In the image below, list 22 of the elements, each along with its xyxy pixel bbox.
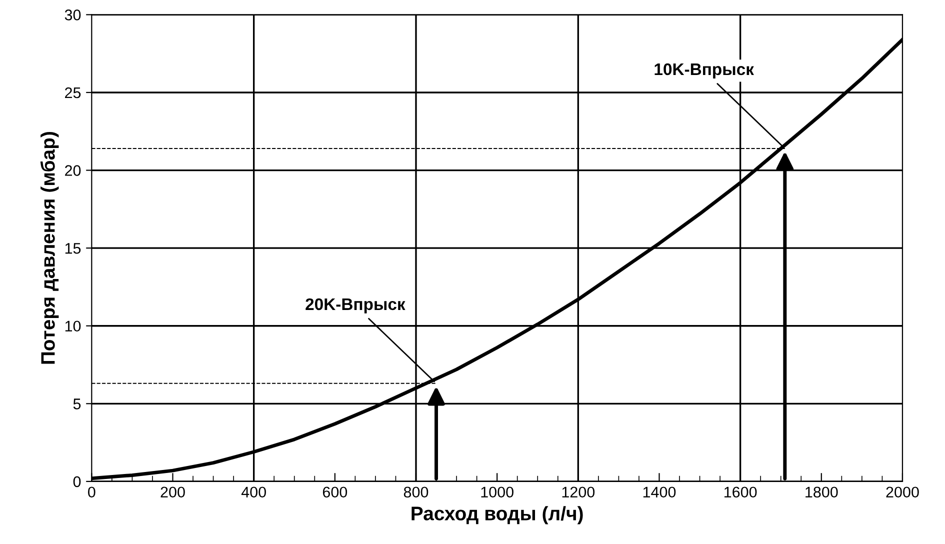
y-tick-label: 30 [64,10,81,20]
y-tick-label: 15 [65,243,81,254]
y-tick-label: 25 [65,87,81,98]
y-tick-label: 20 [65,165,81,176]
x-tick-label: 600 [322,486,348,498]
x-tick-label: 800 [404,486,428,498]
x-tick-label: 1800 [806,486,838,498]
annotation: 20K-Впрыск [306,298,406,314]
y-axis-title: Потеря давления (мбар) [40,132,59,364]
x-tick-label: 1200 [562,486,595,498]
x-tick-label: 1000 [481,486,514,498]
annotation: 10K-Впрыск [654,63,754,78]
x-tick-label: 0 [88,486,96,498]
x-axis-title: Расход воды (л/ч) [412,506,583,524]
x-tick-label: 1600 [724,486,757,498]
x-tick-label: 400 [241,486,266,498]
y-tick-label: 10 [65,320,81,332]
y-tick-label: 0 [73,476,81,488]
x-tick-label: 200 [160,486,185,498]
x-tick-label: 1400 [643,486,676,498]
y-tick-label: 5 [73,398,81,410]
x-tick-label: 2000 [886,486,919,498]
